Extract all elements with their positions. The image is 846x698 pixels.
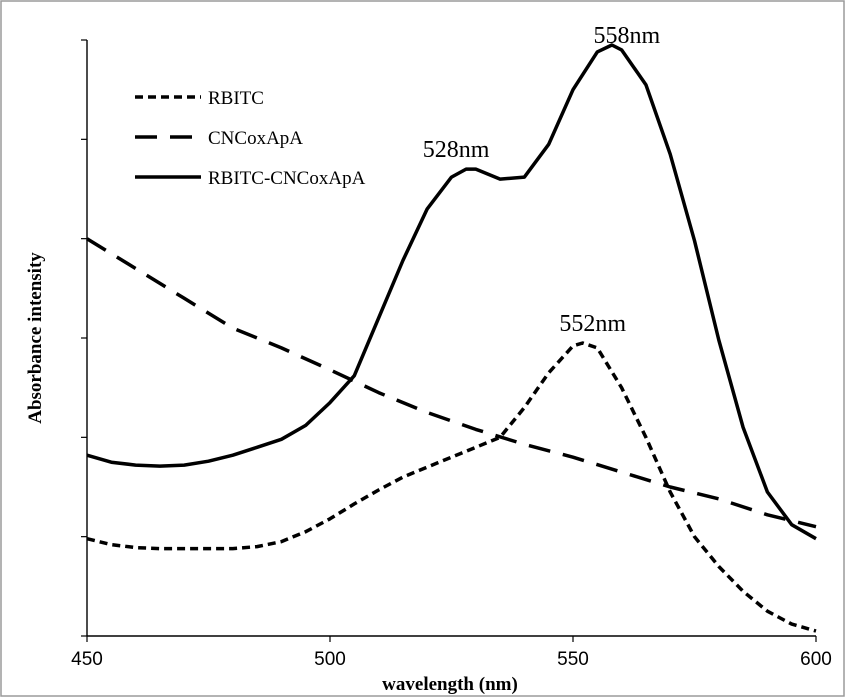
annotation-1: 528nm (423, 137, 490, 163)
legend-label-2: RBITC-CNCoxApA (208, 168, 366, 189)
x-tick-label-2: 550 (557, 649, 589, 670)
annotation-0: 558nm (594, 23, 661, 49)
series-line-cncoxapa (86, 237, 817, 529)
series-group (86, 43, 817, 633)
x-tick-label-3: 600 (800, 649, 832, 670)
legend: RBITC CNCoxApA RBITC-CNCoxApA (135, 88, 366, 189)
series-line-rbitc-cncoxapa (86, 43, 817, 541)
y-axis-title: Absorbance intensity (25, 252, 46, 424)
series-line-rbitc (86, 341, 817, 633)
x-axis-title: wavelength (nm) (382, 674, 518, 695)
x-axis-ticks: 450 500 550 600 (71, 636, 832, 670)
legend-label-1: CNCoxApA (208, 128, 303, 149)
peak-annotations: 558nm 528nm 552nm (423, 23, 661, 337)
legend-label-0: RBITC (208, 88, 264, 109)
x-tick-label-0: 450 (71, 649, 103, 670)
annotation-2: 552nm (559, 311, 626, 337)
x-tick-label-1: 500 (314, 649, 346, 670)
y-axis-ticks (81, 39, 87, 637)
